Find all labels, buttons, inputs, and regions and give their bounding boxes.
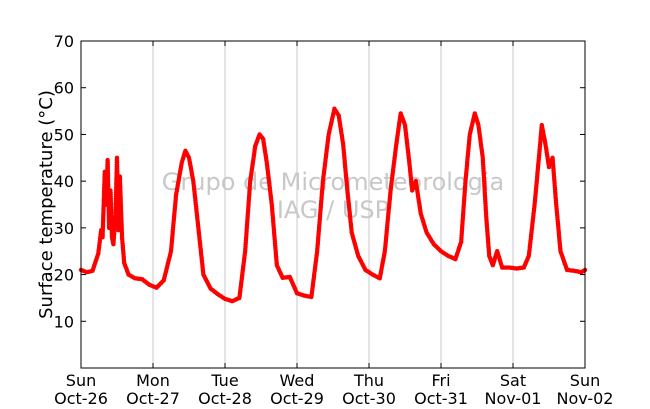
plot-frame	[80, 40, 586, 369]
watermark-line: Grupo de Micrometeorologia	[162, 168, 504, 196]
y-tick-label: 20	[54, 266, 74, 285]
x-tick-label-date: Nov-02	[557, 389, 614, 408]
x-tick-label-day: Thu	[353, 371, 384, 390]
y-tick-label: 10	[54, 312, 74, 331]
data-points	[78, 106, 588, 304]
x-tick-label-date: Oct-31	[414, 389, 468, 408]
x-tick-label-date: Oct-30	[342, 389, 396, 408]
x-tick-label-day: Sun	[66, 371, 96, 390]
y-tick-label: 50	[54, 125, 74, 144]
y-axis-label: Surface temperature (°C)	[36, 90, 57, 319]
x-tick-label-day: Sat	[500, 371, 526, 390]
x-tick-label-day: Mon	[136, 371, 170, 390]
x-tick-label-day: Fri	[431, 371, 450, 390]
x-tick-label-date: Oct-27	[126, 389, 180, 408]
y-tick-label: 40	[54, 172, 74, 191]
y-tick-label: 60	[54, 79, 74, 98]
y-tick-label: 30	[54, 219, 74, 238]
x-tick-label-day: Tue	[210, 371, 238, 390]
x-axis: SunOct-26MonOct-27TueOct-28WedOct-29ThuO…	[54, 41, 613, 408]
watermark-line: IAG / USP	[277, 196, 389, 224]
x-tick-label-date: Oct-29	[270, 389, 324, 408]
x-tick-label-date: Oct-28	[198, 389, 252, 408]
y-tick-label: 70	[54, 32, 74, 51]
x-tick-label-date: Nov-01	[485, 389, 542, 408]
grid-lines	[152, 41, 514, 368]
y-axis: 10 20 30 40 50 60 70	[54, 32, 585, 331]
x-tick-label-day: Sun	[570, 371, 600, 390]
x-tick-label-day: Wed	[280, 371, 315, 390]
x-tick-label-date: Oct-26	[54, 389, 108, 408]
